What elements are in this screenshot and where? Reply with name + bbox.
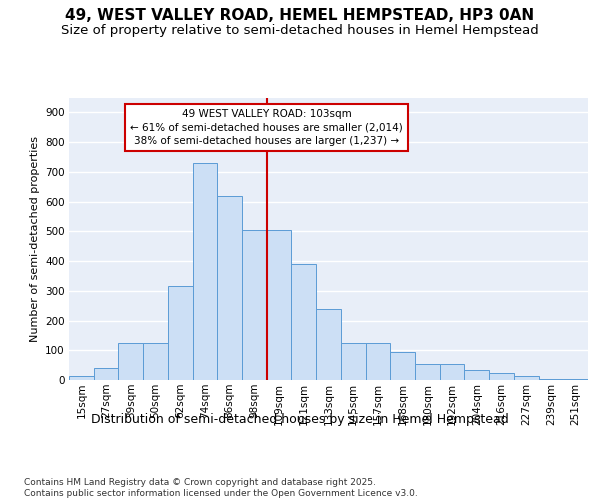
Bar <box>415 364 440 380</box>
Bar <box>143 343 168 380</box>
Text: Distribution of semi-detached houses by size in Hemel Hempstead: Distribution of semi-detached houses by … <box>91 412 509 426</box>
Bar <box>69 376 94 380</box>
Bar <box>365 343 390 380</box>
Bar <box>292 264 316 380</box>
Text: 49 WEST VALLEY ROAD: 103sqm
← 61% of semi-detached houses are smaller (2,014)
38: 49 WEST VALLEY ROAD: 103sqm ← 61% of sem… <box>130 110 403 146</box>
Bar <box>267 230 292 380</box>
Bar <box>390 352 415 380</box>
Bar <box>514 376 539 380</box>
Bar <box>193 163 217 380</box>
Bar <box>489 374 514 380</box>
Bar <box>316 308 341 380</box>
Bar <box>341 343 365 380</box>
Bar <box>217 196 242 380</box>
Text: 49, WEST VALLEY ROAD, HEMEL HEMPSTEAD, HP3 0AN: 49, WEST VALLEY ROAD, HEMEL HEMPSTEAD, H… <box>65 8 535 22</box>
Bar <box>440 364 464 380</box>
Bar <box>118 343 143 380</box>
Bar <box>94 368 118 380</box>
Bar <box>242 230 267 380</box>
Bar <box>464 370 489 380</box>
Bar <box>563 379 588 380</box>
Text: Size of property relative to semi-detached houses in Hemel Hempstead: Size of property relative to semi-detach… <box>61 24 539 37</box>
Text: Contains HM Land Registry data © Crown copyright and database right 2025.
Contai: Contains HM Land Registry data © Crown c… <box>24 478 418 498</box>
Bar <box>539 378 563 380</box>
Bar <box>168 286 193 380</box>
Y-axis label: Number of semi-detached properties: Number of semi-detached properties <box>29 136 40 342</box>
